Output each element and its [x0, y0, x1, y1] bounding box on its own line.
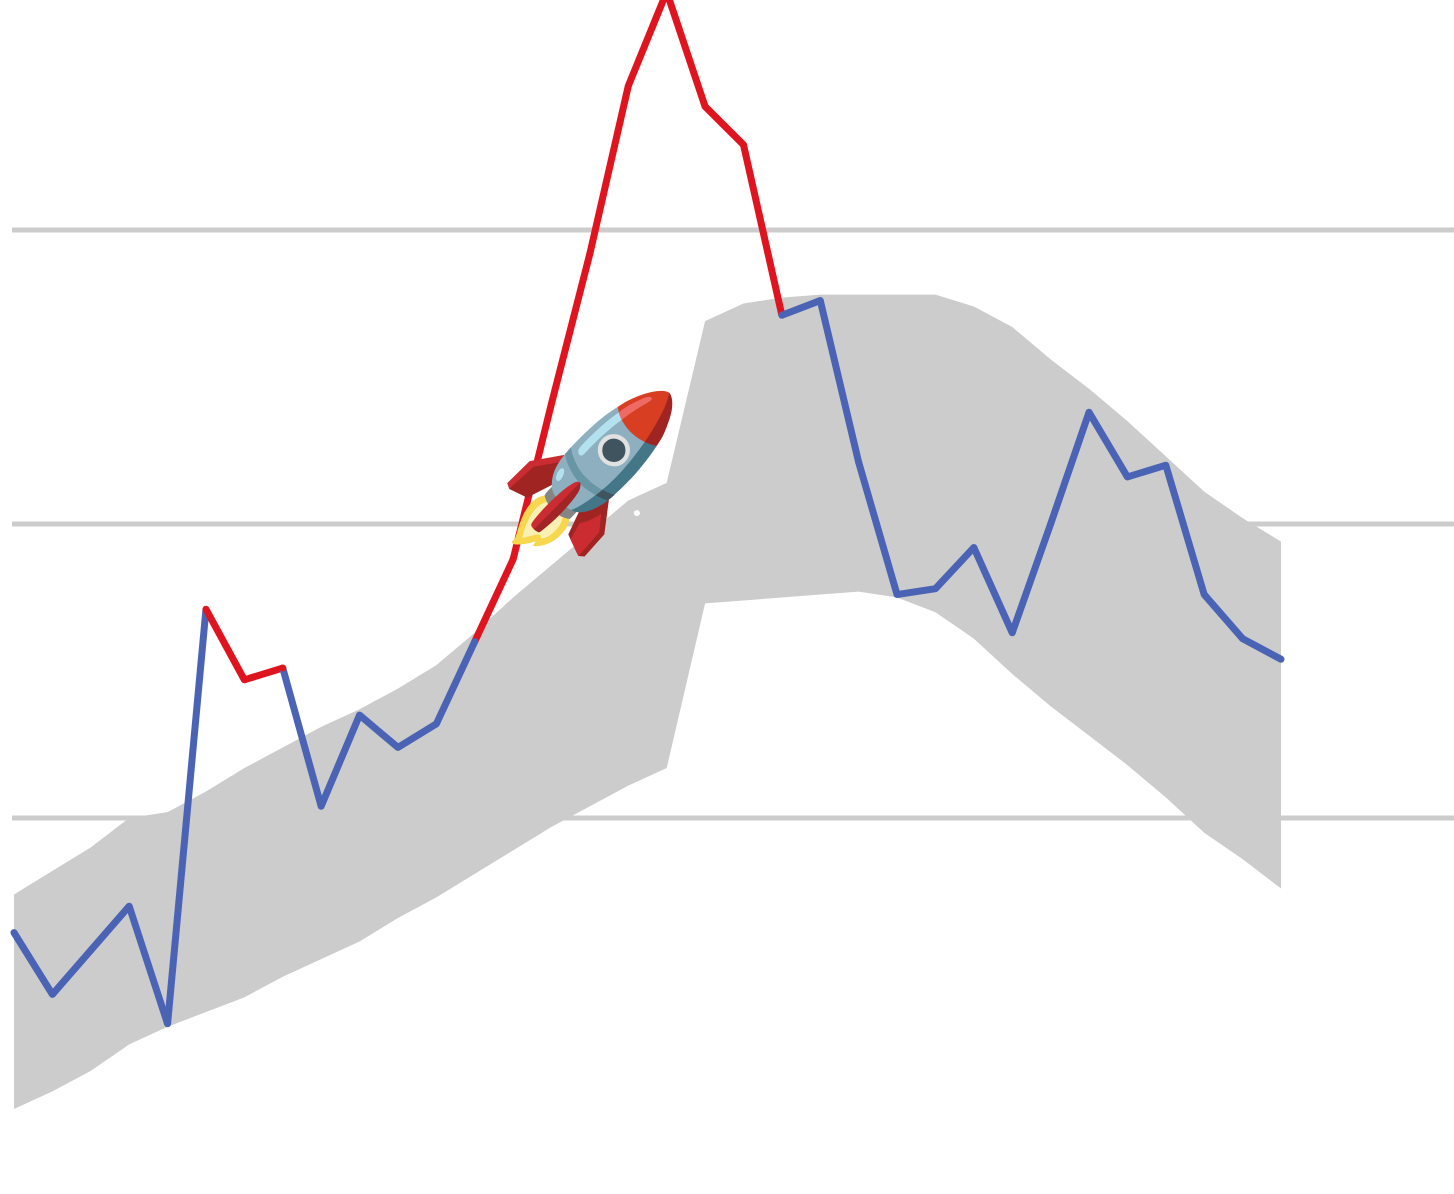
data-point-25	[970, 544, 978, 552]
line-segment-6	[243, 664, 284, 684]
data-point-10	[394, 743, 402, 751]
data-point-4	[164, 1020, 172, 1028]
line-segment-26	[1008, 522, 1054, 634]
data-point-31	[1200, 591, 1208, 599]
line-segment-13	[509, 402, 555, 561]
data-point-27	[1047, 520, 1055, 528]
confidence-band	[14, 294, 1281, 1110]
data-point-0	[10, 929, 18, 937]
line-segment-21	[816, 299, 863, 464]
line-segment-22	[855, 461, 901, 596]
rocket-icon: 🚀	[497, 386, 684, 560]
line-segment-9	[357, 712, 401, 751]
line-segment-8	[317, 713, 363, 808]
line-segment-3	[125, 905, 171, 1025]
line-segment-25	[970, 546, 1016, 635]
data-point-33	[1277, 655, 1285, 663]
line-segment-23	[896, 585, 936, 599]
data-point-18	[701, 103, 709, 111]
line-segment-19	[740, 143, 786, 317]
line-segment-16	[625, 0, 668, 88]
line-segment-4	[164, 608, 210, 1025]
data-point-16	[624, 82, 632, 90]
data-point-14	[548, 399, 556, 407]
data-point-15	[586, 250, 594, 258]
line-segment-5	[202, 607, 248, 682]
line-segment-2	[88, 903, 132, 953]
line-segment-30	[1162, 464, 1208, 596]
line-segment-29	[1126, 461, 1167, 481]
line-segment-0	[11, 930, 56, 997]
data-point-1	[48, 990, 56, 998]
annotations: 🚀🍾	[497, 386, 684, 560]
data-point-21	[816, 297, 824, 305]
line-segment-28	[1086, 410, 1131, 479]
data-point-23	[893, 591, 901, 599]
line-segment-15	[586, 85, 632, 255]
line-segment-27	[1047, 411, 1093, 526]
data-point-28	[1085, 408, 1093, 416]
data-point-8	[317, 802, 325, 810]
data-point-13	[509, 555, 517, 563]
line-segment-7	[279, 667, 325, 808]
data-point-26	[1008, 629, 1016, 637]
line-segment-20	[780, 297, 822, 319]
data-point-22	[855, 458, 863, 466]
data-point-3	[125, 902, 133, 910]
data-point-11	[432, 720, 440, 728]
line-segment-18	[702, 104, 746, 148]
data-point-29	[1123, 473, 1131, 481]
line-segment-1	[49, 948, 94, 997]
series-line	[10, 0, 1285, 1028]
line-segment-31	[1201, 592, 1246, 641]
data-point-9	[356, 711, 364, 719]
line-segment-17	[665, 0, 709, 108]
data-point-24	[931, 585, 939, 593]
data-point-30	[1162, 461, 1170, 469]
line-segment-11	[433, 640, 478, 726]
line-segment-12	[471, 557, 517, 644]
line-segment-14	[548, 252, 594, 405]
data-point-2	[87, 946, 95, 954]
data-point-7	[279, 664, 287, 672]
data-point-19	[739, 141, 747, 149]
line-segment-32	[1240, 635, 1283, 663]
line-segment-24	[932, 545, 977, 592]
data-point-32	[1239, 635, 1247, 643]
data-point-20	[778, 311, 786, 319]
line-segment-10	[396, 720, 439, 751]
data-point-5	[202, 605, 210, 613]
data-point-6	[240, 676, 248, 684]
data-point-12	[471, 638, 479, 646]
